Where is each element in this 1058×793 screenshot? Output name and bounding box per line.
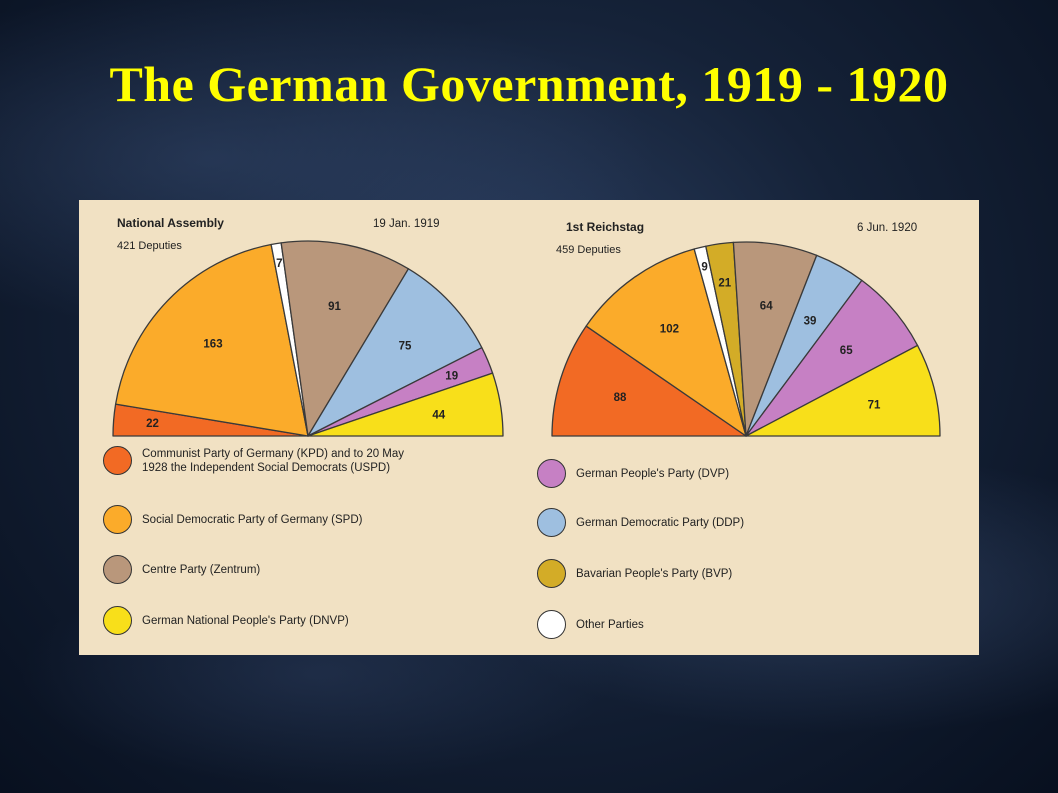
slice-label-kpd: 22 — [146, 418, 159, 430]
chart2-date: 6 Jun. 1920 — [857, 222, 918, 234]
legend-label-other: Other Parties — [576, 618, 644, 631]
slice-label-dvp: 65 — [840, 345, 853, 357]
chart-panel: 22 163 7 91 75 19 44 88 102 9 21 64 39 65 71 National … — [79, 200, 979, 655]
legend-label-dvp: German People's Party (DVP) — [576, 467, 730, 480]
pie-charts: 22 163 7 91 75 19 44 88 102 9 21 64 39 65 71 — [112, 240, 941, 437]
pie-slice-dnvp — [307, 372, 504, 437]
chart1-date: 19 Jan. 1919 — [373, 218, 440, 230]
legend-label-zentrum: Centre Party (Zentrum) — [142, 563, 261, 576]
slice-label-dnvp: 44 — [432, 409, 445, 421]
legend-swatch-ddp — [537, 508, 566, 537]
legend-swatch-zentrum — [103, 555, 132, 584]
legend-label-bvp: Bavarian People's Party (BVP) — [576, 567, 733, 580]
legend-item-dvp: German People's Party (DVP) — [537, 459, 876, 488]
legend-item-other: Other Parties — [537, 610, 876, 639]
slice-label-spd: 102 — [660, 324, 679, 336]
legend-swatch-kpd — [103, 446, 132, 475]
pie-chart-2: 88 102 9 21 64 39 65 71 — [551, 241, 941, 437]
pie-slice-spd — [585, 248, 747, 437]
legend-label-kpd: Communist Party of Germany (KPD) and to … — [142, 447, 405, 474]
chart1-subtitle: 421 Deputies — [117, 240, 182, 252]
legend-item-bvp: Bavarian People's Party (BVP) — [537, 559, 876, 588]
pie-slice-kpd — [551, 325, 747, 437]
chart1-title: National Assembly — [117, 216, 224, 230]
legend-swatch-other — [537, 610, 566, 639]
slice-label-spd: 163 — [203, 339, 222, 351]
slice-label-other: 7 — [276, 258, 282, 270]
slice-label-ddp: 75 — [399, 341, 412, 353]
slice-label-other: 9 — [701, 261, 707, 273]
legend-item-kpd: Communist Party of Germany (KPD) and to … — [103, 446, 432, 475]
pie-slice-spd — [114, 243, 309, 437]
legend-swatch-spd — [103, 505, 132, 534]
slice-label-zentrum: 91 — [328, 301, 341, 313]
slice-label-zentrum: 64 — [760, 301, 773, 313]
pie-chart-1: 22 163 7 91 75 19 44 — [112, 240, 504, 437]
legend-swatch-dnvp — [103, 606, 132, 635]
legend-item-spd: Social Democratic Party of Germany (SPD) — [103, 505, 442, 534]
slide-title: The German Government, 1919 - 1920 — [109, 56, 949, 112]
legend-item-zentrum: Centre Party (Zentrum) — [103, 555, 442, 584]
legend-item-dnvp: German National People's Party (DNVP) — [103, 606, 442, 635]
pie-slice-ddp — [307, 268, 483, 437]
pie-slice-zentrum — [280, 240, 410, 437]
slice-label-dnvp: 71 — [868, 399, 881, 411]
legend-label-ddp: German Democratic Party (DDP) — [576, 516, 745, 529]
legend-swatch-bvp — [537, 559, 566, 588]
legend-label-dnvp: German National People's Party (DNVP) — [142, 614, 349, 627]
slice-label-bvp: 21 — [718, 277, 731, 289]
slice-label-kpd: 88 — [614, 392, 627, 404]
legend-label-spd: Social Democratic Party of Germany (SPD) — [142, 513, 363, 526]
legend-item-ddp: German Democratic Party (DDP) — [537, 508, 876, 537]
legend-swatch-dvp — [537, 459, 566, 488]
slice-label-dvp: 19 — [445, 370, 458, 382]
chart2-title: 1st Reichstag — [566, 220, 645, 234]
chart2-subtitle: 459 Deputies — [556, 244, 621, 256]
pie-slice-dnvp — [745, 344, 941, 437]
slice-label-ddp: 39 — [804, 316, 817, 328]
